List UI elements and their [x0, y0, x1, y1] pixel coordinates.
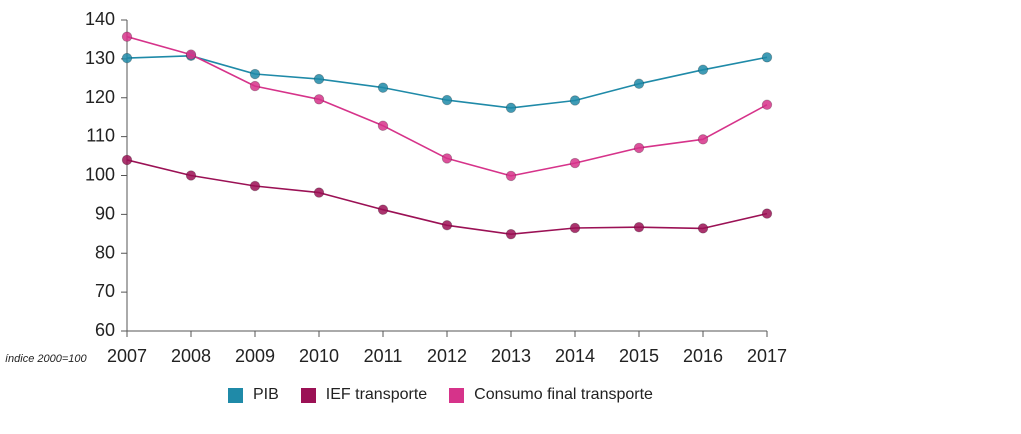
- series-group: [121, 154, 773, 240]
- legend-label-ief-transporte: IEF transporte: [325, 386, 428, 403]
- data-point: [121, 52, 133, 64]
- data-point: [569, 222, 581, 234]
- x-tick-label: 2009: [235, 346, 275, 366]
- legend-swatch-consumo-final-transporte: [449, 387, 465, 403]
- data-point: [313, 73, 325, 85]
- x-tick-label: 2007: [107, 346, 147, 366]
- legend-item-consumo-final-transporte: Consumo final transporte: [449, 386, 653, 404]
- data-point: [697, 64, 709, 75]
- x-axis: 2007 2008 2009 2010 2011 2012 2013 2014 2015 2016…: [107, 330, 787, 366]
- legend-swatch-ief-transporte: [300, 387, 316, 403]
- x-tick-label: 2011: [364, 346, 403, 366]
- x-tick-label: 2010: [299, 346, 339, 366]
- data-point: [633, 78, 645, 89]
- data-point: [569, 157, 581, 169]
- y-axis: 60 70 80 90 100 110 120 130 140: [85, 9, 128, 340]
- legend-label-pib: PIB: [253, 386, 279, 403]
- data-point: [697, 223, 709, 234]
- data-point: [761, 208, 773, 219]
- x-tick-label: 2017: [747, 346, 787, 366]
- x-tick-label: 2012: [427, 346, 467, 366]
- legend-item-pib: PIB: [228, 386, 279, 404]
- data-point: [249, 80, 261, 92]
- y-tick-label: 110: [86, 126, 115, 146]
- data-point: [761, 52, 773, 63]
- data-point: [121, 31, 133, 42]
- data-point: [377, 204, 389, 215]
- data-point: [441, 153, 453, 164]
- data-point: [633, 142, 645, 154]
- y-tick-label: 120: [85, 87, 115, 107]
- series-layer: [121, 31, 773, 240]
- data-point: [505, 170, 517, 182]
- y-tick-label: 90: [95, 203, 115, 223]
- data-point: [441, 220, 453, 231]
- x-tick-label: 2015: [619, 346, 659, 366]
- data-point: [569, 95, 581, 106]
- data-point: [441, 94, 453, 106]
- x-tick-label: 2016: [683, 346, 723, 366]
- y-tick-label: 130: [85, 48, 115, 68]
- data-point: [313, 94, 325, 105]
- data-point: [377, 120, 389, 131]
- series-group: [121, 31, 773, 182]
- data-point: [249, 68, 261, 80]
- legend-label-consumo-final-transporte: Consumo final transporte: [474, 386, 653, 403]
- y-tick-label: 100: [85, 165, 115, 185]
- legend-swatch-pib: [228, 387, 243, 403]
- y-tick-label: 60: [95, 320, 115, 340]
- legend: PIB IEF transporte Consumo final transpo…: [228, 386, 675, 404]
- line-chart: 60 70 80 90 100 110 120 130 140 2007 2008 2009 2010…: [5, 9, 787, 366]
- data-point: [313, 187, 325, 198]
- axis-note: índice 2000=100: [5, 353, 88, 365]
- x-tick-label: 2013: [491, 346, 531, 366]
- data-point: [377, 82, 389, 93]
- data-point: [121, 154, 133, 166]
- data-point: [761, 99, 773, 110]
- x-tick-label: 2008: [171, 346, 211, 366]
- x-tick-label: 2014: [555, 346, 595, 366]
- legend-item-ief-transporte: IEF transporte: [300, 386, 428, 404]
- data-point: [697, 134, 709, 145]
- y-tick-label: 80: [95, 242, 115, 262]
- data-point: [249, 180, 261, 192]
- data-point: [505, 229, 517, 240]
- data-point: [185, 170, 197, 181]
- y-tick-label: 70: [95, 281, 115, 301]
- y-tick-label: 140: [85, 9, 115, 29]
- data-point: [185, 49, 197, 60]
- series-group: [121, 50, 773, 114]
- data-point: [505, 102, 517, 114]
- data-point: [633, 222, 645, 233]
